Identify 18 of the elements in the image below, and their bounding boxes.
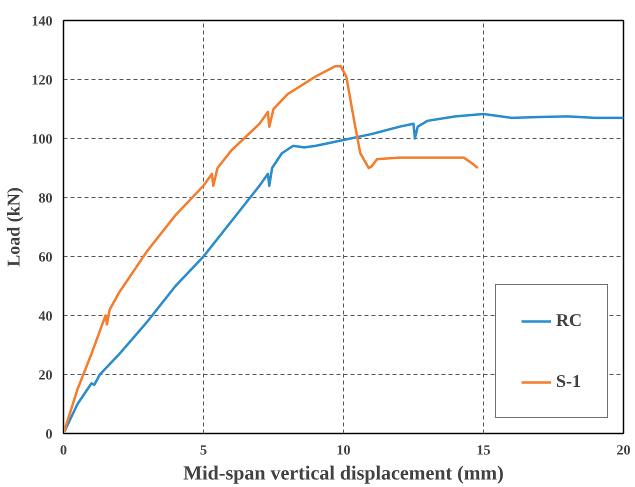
y-tick-label: 100 bbox=[32, 132, 52, 148]
x-tick-label: 5 bbox=[200, 444, 207, 458]
x-tick-label: 20 bbox=[616, 444, 630, 458]
legend-label: S-1 bbox=[556, 371, 582, 392]
y-tick-label: 20 bbox=[38, 368, 52, 384]
y-tick-label: 40 bbox=[38, 310, 52, 324]
x-tick-label: 10 bbox=[336, 444, 350, 458]
y-tick-label: 120 bbox=[32, 74, 52, 88]
y-tick-label: 60 bbox=[38, 250, 52, 266]
x-tick-label: 0 bbox=[60, 444, 67, 458]
y-tick-label: 0 bbox=[46, 428, 52, 442]
y-tick-label: 140 bbox=[32, 14, 52, 30]
line-series bbox=[64, 64, 480, 434]
legend-label: RC bbox=[556, 310, 582, 331]
x-axis-title: Mid-span vertical displacement (mm) bbox=[183, 462, 504, 484]
y-tick-label: 80 bbox=[38, 192, 52, 206]
x-tick-label: 15 bbox=[476, 444, 490, 458]
y-axis-title: Load (kN) bbox=[4, 187, 24, 267]
